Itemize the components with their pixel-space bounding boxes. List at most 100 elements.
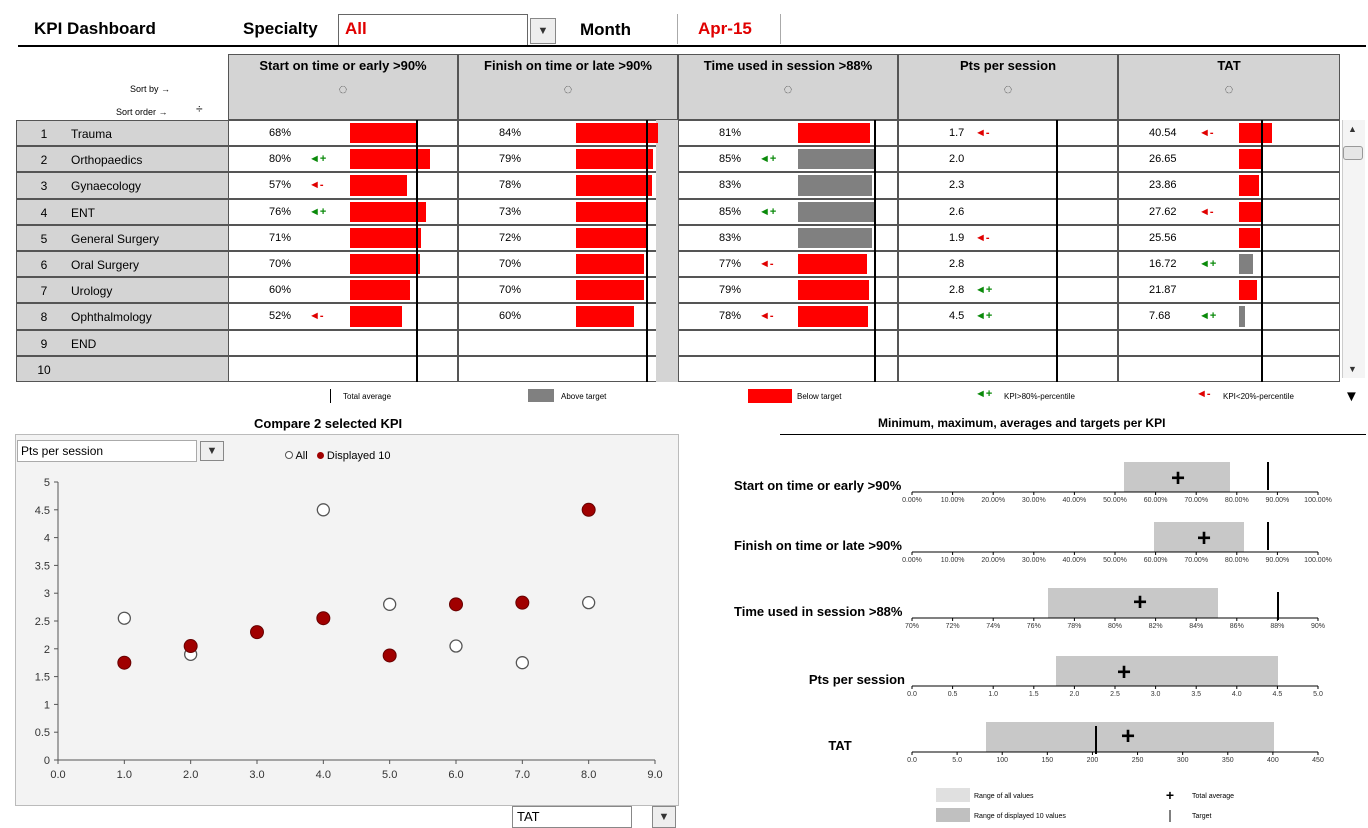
expand-down-icon[interactable]: ▼ xyxy=(1344,388,1359,405)
below-target-bar xyxy=(1239,149,1261,170)
scroll-down-icon[interactable]: ▼ xyxy=(1348,364,1357,374)
sort-radio-icon[interactable]: ◌ xyxy=(783,81,793,98)
kpi-cell: 1.9 ◄- xyxy=(898,224,1118,251)
legend-target: Target xyxy=(1192,813,1212,820)
total-average-marker: + xyxy=(1117,659,1131,686)
scroll-thumb[interactable] xyxy=(1343,146,1363,160)
range-tick-label: 450 xyxy=(1312,757,1324,764)
range-tick-label: 5.0 xyxy=(1313,691,1323,698)
kpi-cell xyxy=(678,329,898,356)
x-kpi-select[interactable]: TAT xyxy=(512,806,632,828)
row-label[interactable]: 6 Oral Surgery xyxy=(16,251,228,278)
range-tick-label: 90.00% xyxy=(1266,557,1290,564)
range-tick-label: 5.0 xyxy=(952,757,962,764)
row-label[interactable]: 8 Ophthalmology xyxy=(16,303,228,330)
column-header-3[interactable]: Time used in session >88% ◌ xyxy=(678,54,898,120)
range-tick-label: 4.0 xyxy=(1232,691,1242,698)
above-target-swatch xyxy=(528,389,554,402)
table-scrollbar[interactable]: ▲ ▼ xyxy=(1342,120,1365,378)
legend-below-target: Below target xyxy=(797,392,842,401)
row-number: 7 xyxy=(40,284,48,299)
sort-radio-icon[interactable]: ◌ xyxy=(1003,81,1013,98)
total-average-marker: + xyxy=(1133,589,1147,616)
specialty-name: Trauma xyxy=(71,127,112,141)
sort-order-spinner[interactable]: ÷ xyxy=(196,102,203,116)
column-header-5[interactable]: TAT ◌ xyxy=(1118,54,1340,120)
row-label[interactable]: 5 General Surgery xyxy=(16,224,228,251)
red-arrow-icon: ◄- xyxy=(975,127,990,139)
row-label[interactable]: 7 Urology xyxy=(16,277,228,304)
x-kpi-select-button[interactable]: ▼ xyxy=(652,806,676,828)
y-kpi-select[interactable]: Pts per session xyxy=(17,440,197,462)
kpi-cell: 2.8 ◄+ xyxy=(898,277,1118,304)
kpi-value: 72% xyxy=(499,231,522,244)
row-label[interactable]: 10 xyxy=(16,355,228,382)
month-field[interactable]: Apr-15 xyxy=(677,14,781,44)
sort-order-label: Sort order → xyxy=(116,107,168,117)
column-header-1[interactable]: Start on time or early >90% ◌ xyxy=(228,54,458,120)
y-kpi-select-button[interactable]: ▼ xyxy=(200,441,224,461)
kpi-cell: 40.54 ◄- xyxy=(1118,120,1340,147)
row-label[interactable]: 9 END xyxy=(16,329,228,356)
range-tick-label: 70.00% xyxy=(1184,557,1208,564)
range-tick-label: 30.00% xyxy=(1022,497,1046,504)
displayed-point xyxy=(581,502,596,517)
row-label[interactable]: 2 Orthopaedics xyxy=(16,146,228,173)
scatter-title: Compare 2 selected KPI xyxy=(254,416,403,431)
range-tick-label: 3.5 xyxy=(1191,691,1201,698)
total-average-swatch xyxy=(330,389,331,403)
legend-range-all: Range of all values xyxy=(974,793,1034,800)
scroll-up-icon[interactable]: ▲ xyxy=(1348,124,1357,134)
y-tick-label: 2.5 xyxy=(35,616,50,628)
range-tick-label: 100 xyxy=(996,757,1008,764)
x-tick-label: 1.0 xyxy=(117,769,132,781)
range-tick-label: 4.5 xyxy=(1273,691,1283,698)
range-tick-label: 2.5 xyxy=(1110,691,1120,698)
legend-displayed: Displayed 10 xyxy=(326,450,391,462)
header-divider xyxy=(18,45,1366,47)
specialty-label: Specialty xyxy=(243,19,318,38)
kpi-value: 16.72 xyxy=(1149,258,1177,270)
row-label[interactable]: 1 Trauma xyxy=(16,120,228,147)
red-arrow-icon: ◄- xyxy=(975,231,990,244)
kpi-value: 57% xyxy=(269,179,292,192)
sort-radio-icon[interactable]: ◌ xyxy=(563,81,573,98)
legend-total-average: Total average xyxy=(1192,793,1234,800)
column-header-4[interactable]: Pts per session ◌ xyxy=(898,54,1118,120)
kpi-cell: 60% xyxy=(458,303,678,330)
range-tick-label: 100.00% xyxy=(1304,497,1332,504)
row-number: 4 xyxy=(40,205,48,220)
kpi-cell: 1.7 ◄- xyxy=(898,120,1118,147)
total-average-marker: + xyxy=(1197,525,1211,552)
specialty-name: Urology xyxy=(71,284,113,299)
range-tick-label: 0.0 xyxy=(907,691,917,698)
column-header-2[interactable]: Finish on time or late >90% ◌ xyxy=(458,54,678,120)
row-label[interactable]: 4 ENT xyxy=(16,198,228,225)
below-target-bar xyxy=(576,149,653,170)
range-tick-label: 1.0 xyxy=(988,691,998,698)
kpi-value: 77% xyxy=(719,258,742,270)
kpi-cell xyxy=(898,329,1118,356)
below-target-bar xyxy=(576,123,658,144)
range-tick-label: 0.5 xyxy=(948,691,958,698)
sort-radio-icon[interactable]: ◌ xyxy=(338,81,348,98)
ranges-divider xyxy=(780,434,1366,435)
sort-radio-icon[interactable]: ◌ xyxy=(1224,81,1234,98)
below-target-bar xyxy=(1239,280,1257,301)
specialty-dropdown-button[interactable]: ▼ xyxy=(530,18,556,44)
above-target-bar xyxy=(1239,254,1253,275)
displayed-point xyxy=(117,655,132,670)
legend-above-target: Above target xyxy=(561,392,607,401)
row-label[interactable]: 3 Gynaecology xyxy=(16,172,228,199)
below-target-bar xyxy=(576,175,652,196)
specialty-dropdown[interactable]: All xyxy=(338,14,528,46)
red-arrow-icon: ◄- xyxy=(309,310,324,323)
y-tick-label: 1.5 xyxy=(35,672,50,684)
kpi-value: 85% xyxy=(719,205,742,218)
legend-range-displayed: Range of displayed 10 values xyxy=(974,813,1066,820)
range-tick-label: 82% xyxy=(1149,623,1163,630)
range-tick-label: 0.0 xyxy=(907,757,917,764)
green-arrow-icon: ◄+ xyxy=(309,205,327,218)
chevron-down-icon: ▼ xyxy=(537,25,549,37)
kpi-value: 78% xyxy=(499,179,522,192)
